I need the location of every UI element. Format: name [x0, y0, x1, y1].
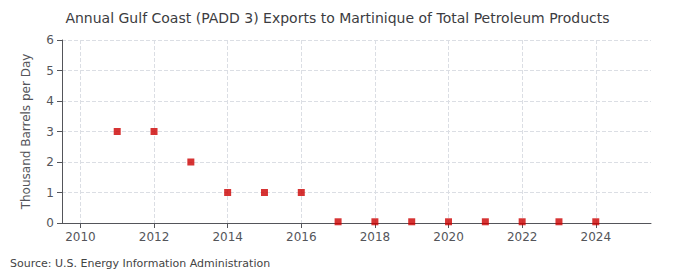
svg-text:2014: 2014	[212, 230, 243, 244]
svg-text:3: 3	[46, 125, 54, 139]
svg-text:2024: 2024	[581, 230, 612, 244]
svg-text:4: 4	[46, 94, 54, 108]
svg-text:Annual Gulf Coast (PADD 3) Exp: Annual Gulf Coast (PADD 3) Exports to Ma…	[65, 10, 609, 26]
svg-text:2016: 2016	[286, 230, 317, 244]
svg-text:2018: 2018	[360, 230, 391, 244]
svg-text:1: 1	[46, 186, 54, 200]
svg-text:2010: 2010	[65, 230, 96, 244]
svg-text:6: 6	[46, 33, 54, 47]
svg-text:2022: 2022	[507, 230, 538, 244]
svg-text:2: 2	[46, 155, 54, 169]
svg-text:Thousand Barrels per Day: Thousand Barrels per Day	[19, 54, 33, 211]
svg-text:0: 0	[46, 216, 54, 230]
svg-text:Source: U.S. Energy Informatio: Source: U.S. Energy Information Administ…	[10, 257, 270, 270]
svg-text:2020: 2020	[433, 230, 464, 244]
svg-text:5: 5	[46, 64, 54, 78]
svg-text:2012: 2012	[139, 230, 170, 244]
